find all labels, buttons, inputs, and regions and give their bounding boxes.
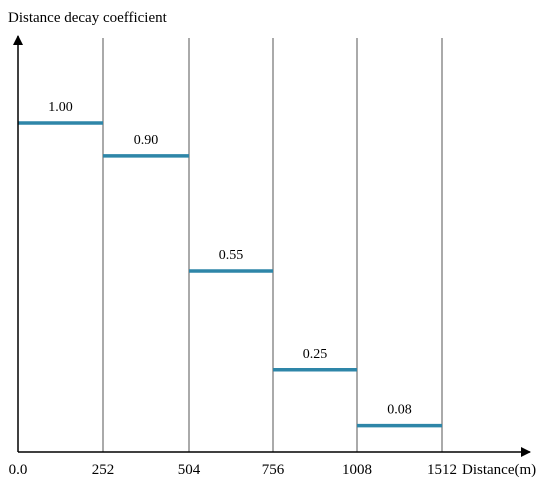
grid-lines [102,38,443,452]
segments [18,121,442,428]
data-label: 1.00 [48,100,73,115]
x-tick-label: 252 [92,462,115,478]
x-tick-label: 0.0 [9,462,28,478]
x-axis-label: Distance(m) [462,462,536,478]
data-labels: 1.00 0.90 0.55 0.25 0.08 [48,100,412,418]
data-label: 0.55 [219,248,244,263]
data-label: 0.25 [303,347,328,362]
x-tick-label: 504 [178,462,201,478]
data-label: 0.90 [134,133,159,148]
x-tick-labels: 0.0 252 504 756 1008 1512 [9,462,457,478]
y-axis-label: Distance decay coefficient [8,10,168,26]
x-tick-label: 1512 [427,462,457,478]
data-label: 0.08 [387,403,412,418]
x-tick-label: 1008 [342,462,372,478]
x-tick-label: 756 [262,462,285,478]
